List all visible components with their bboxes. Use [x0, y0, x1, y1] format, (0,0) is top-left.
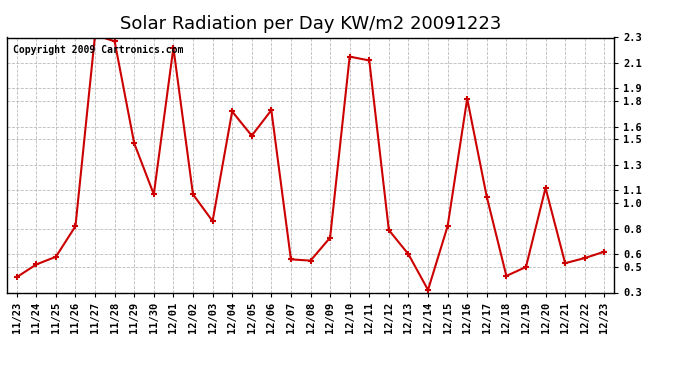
Text: Solar Radiation per Day KW/m2 20091223: Solar Radiation per Day KW/m2 20091223	[120, 15, 501, 33]
Text: Copyright 2009 Cartronics.com: Copyright 2009 Cartronics.com	[13, 45, 184, 55]
